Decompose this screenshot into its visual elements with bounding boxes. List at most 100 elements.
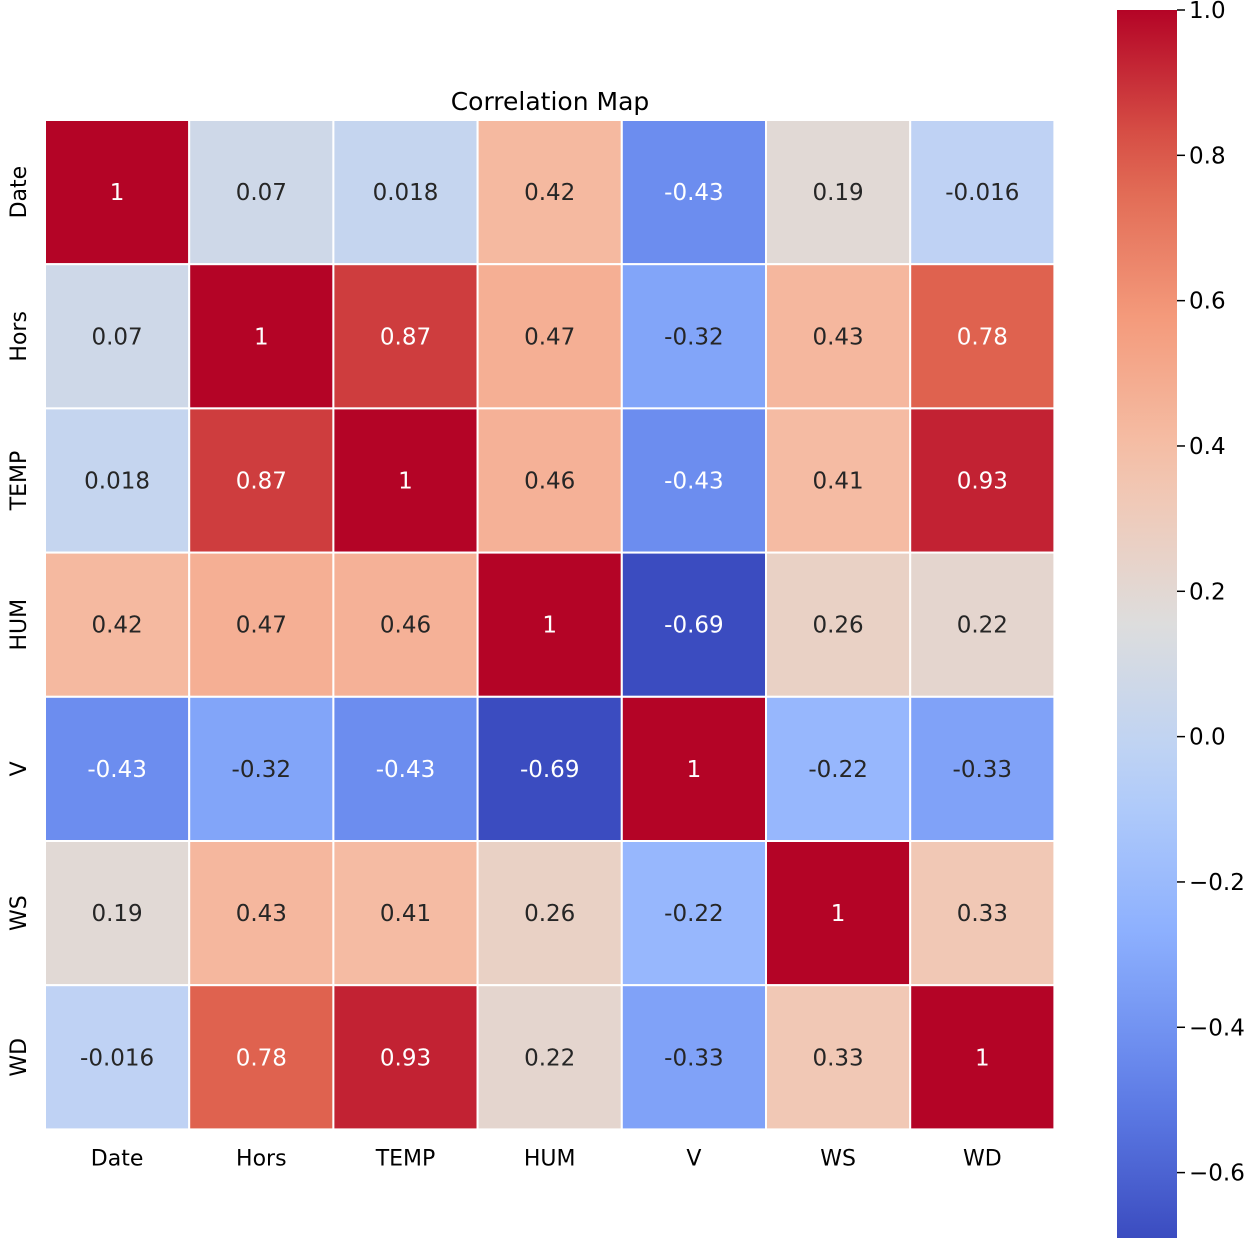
- colorbar-tick-label: −0.2: [1189, 870, 1245, 896]
- colorbar-tick-label: −0.6: [1189, 1161, 1245, 1187]
- cell-value-label: 0.43: [236, 901, 287, 927]
- heatmap-cells: 1 0.07 0.018 0.42 -0.43 0.19 -0.016 0.07 1 0.87 0.…: [44, 119, 1056, 1131]
- heatmap-cell: [332, 263, 479, 410]
- heatmap-cell: [476, 984, 623, 1131]
- cell-value-label: -0.69: [664, 613, 724, 639]
- heatmap-cell: [909, 984, 1056, 1131]
- cell-value-label: 0.93: [380, 1045, 431, 1071]
- cell-value-label: 0.47: [236, 613, 287, 639]
- cell-value-label: -0.33: [953, 757, 1013, 783]
- cell-value-label: 1: [975, 1045, 990, 1071]
- cell-value-label: 0.07: [236, 180, 287, 206]
- heatmap-cell: [765, 119, 912, 266]
- heatmap-cell: [44, 551, 191, 698]
- heatmap-cell: [188, 407, 335, 554]
- colorbar-gradient: [1117, 10, 1177, 1238]
- cell-value-label: 0.42: [91, 613, 142, 639]
- heatmap-cell: [44, 840, 191, 987]
- y-tick-label: Date: [7, 166, 32, 219]
- x-tick-label: WS: [820, 1146, 856, 1171]
- heatmap-cell: [44, 695, 191, 842]
- cell-value-label: 1: [542, 613, 557, 639]
- heatmap-cell: [620, 407, 767, 554]
- y-axis-ticks: Date Hors TEMP HUM V WS WD: [7, 166, 32, 1077]
- heatmap-cell: [332, 119, 479, 266]
- heatmap-cell: [44, 984, 191, 1131]
- cell-value-label: -0.016: [945, 180, 1019, 206]
- cell-value-label: 1: [254, 324, 269, 350]
- heatmap-cell: [332, 695, 479, 842]
- heatmap-cell: [188, 119, 335, 266]
- heatmap-cell: [620, 840, 767, 987]
- y-tick-label: WD: [7, 1038, 32, 1077]
- cell-value-label: 0.33: [812, 1045, 863, 1071]
- heatmap-cell: [765, 984, 912, 1131]
- cell-value-label: 0.87: [236, 469, 287, 495]
- cell-value-label: 0.46: [524, 469, 575, 495]
- cell-value-label: 0.41: [380, 901, 431, 927]
- heatmap-cell: [188, 551, 335, 698]
- cell-value-label: 0.46: [380, 613, 431, 639]
- cell-value-label: 0.19: [812, 180, 863, 206]
- heatmap-cell: [909, 695, 1056, 842]
- heatmap-cell: [332, 984, 479, 1131]
- cell-value-label: 0.41: [812, 469, 863, 495]
- heatmap-cell: [476, 551, 623, 698]
- heatmap-cell: [620, 984, 767, 1131]
- heatmap-cell: [332, 407, 479, 554]
- x-tick-label: TEMP: [375, 1146, 436, 1171]
- cell-value-label: -0.016: [80, 1045, 154, 1071]
- cell-value-label: -0.43: [376, 757, 436, 783]
- cell-value-label: -0.33: [664, 1045, 724, 1071]
- colorbar: 1.0 0.8 0.6 0.4 0.2 0.0 −0.2 −0.4 −0.6: [1117, 0, 1245, 1238]
- heatmap-cell: [909, 263, 1056, 410]
- cell-value-label: 0.47: [524, 324, 575, 350]
- cell-value-label: 0.26: [812, 613, 863, 639]
- heatmap-cell: [44, 263, 191, 410]
- cell-value-label: -0.32: [232, 757, 292, 783]
- heatmap-cell: [909, 840, 1056, 987]
- cell-value-label: -0.69: [520, 757, 580, 783]
- cell-value-label: 0.78: [957, 324, 1008, 350]
- y-tick-label: TEMP: [7, 451, 32, 512]
- cell-value-label: 0.93: [957, 469, 1008, 495]
- cell-value-label: 0.19: [91, 901, 142, 927]
- cell-value-label: 0.78: [236, 1045, 287, 1071]
- colorbar-tick-label: 1.0: [1189, 0, 1226, 24]
- cell-value-label: 0.07: [91, 324, 142, 350]
- cell-value-label: 0.018: [84, 469, 150, 495]
- x-tick-label: HUM: [524, 1146, 576, 1171]
- colorbar-tick-label: −0.4: [1189, 1015, 1245, 1041]
- x-tick-label: Hors: [236, 1146, 287, 1171]
- heatmap-cell: [909, 551, 1056, 698]
- cell-value-label: 1: [110, 180, 125, 206]
- cell-value-label: 0.33: [957, 901, 1008, 927]
- cell-value-label: 1: [687, 757, 702, 783]
- colorbar-tick-label: 0.0: [1189, 725, 1226, 751]
- heatmap-cell: [188, 840, 335, 987]
- colorbar-tick-label: 0.4: [1189, 434, 1226, 460]
- y-tick-label: V: [7, 761, 32, 776]
- cell-value-label: 1: [398, 469, 413, 495]
- cell-value-label: -0.43: [87, 757, 147, 783]
- cell-value-label: 0.43: [812, 324, 863, 350]
- cell-value-label: -0.43: [664, 180, 724, 206]
- heatmap-cell: [476, 840, 623, 987]
- heatmap-cell: [765, 551, 912, 698]
- colorbar-tick-label: 0.8: [1189, 143, 1226, 169]
- x-axis-ticks: Date Hors TEMP HUM V WS WD: [91, 1146, 1002, 1171]
- cell-value-label: -0.22: [808, 757, 868, 783]
- cell-value-label: 1: [831, 901, 846, 927]
- cell-value-label: 0.42: [524, 180, 575, 206]
- y-tick-label: HUM: [7, 599, 32, 651]
- cell-value-label: -0.22: [664, 901, 724, 927]
- colorbar-tick-label: 0.6: [1189, 289, 1226, 315]
- heatmap-cell: [44, 119, 191, 266]
- y-tick-label: Hors: [7, 311, 32, 362]
- x-tick-label: WD: [963, 1146, 1002, 1171]
- cell-value-label: -0.43: [664, 469, 724, 495]
- heatmap-cell: [476, 407, 623, 554]
- cell-value-label: 0.26: [524, 901, 575, 927]
- cell-value-label: -0.32: [664, 324, 724, 350]
